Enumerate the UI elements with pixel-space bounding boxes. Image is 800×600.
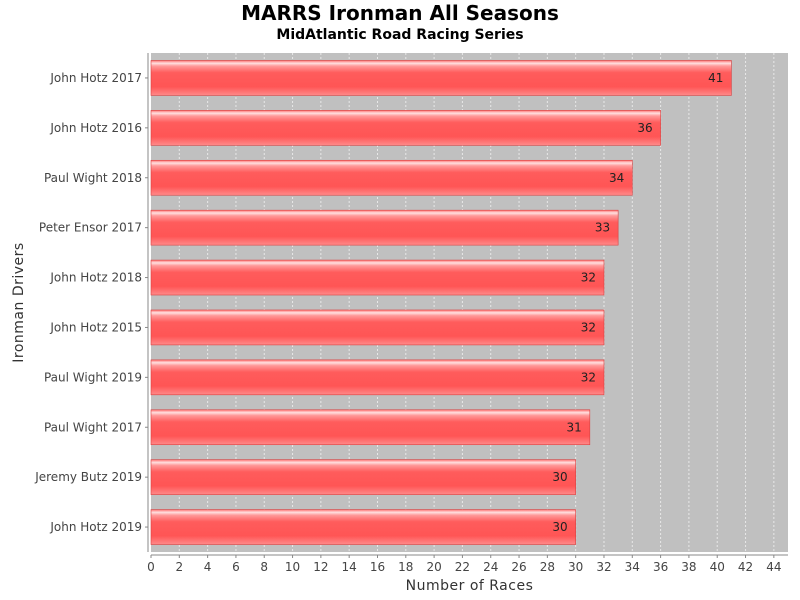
x-tick-label: 20 <box>426 560 441 574</box>
x-axis-title: Number of Races <box>406 578 534 594</box>
x-tick-label: 14 <box>342 560 357 574</box>
bar-value-label: 32 <box>581 271 596 285</box>
x-tick-label: 34 <box>625 560 640 574</box>
x-tick-label: 26 <box>511 560 526 574</box>
category-label: Paul Wight 2018 <box>44 171 142 185</box>
bar-value-label: 36 <box>637 121 652 135</box>
category-label: Paul Wight 2019 <box>44 370 142 384</box>
bar-value-label: 34 <box>609 171 624 185</box>
x-tick-label: 18 <box>398 560 413 574</box>
x-tick-label: 2 <box>175 560 183 574</box>
x-tick-label: 16 <box>370 560 385 574</box>
x-tick-label: 10 <box>285 560 300 574</box>
x-tick-label: 30 <box>568 560 583 574</box>
y-axis-title: Ironman Drivers <box>11 242 27 362</box>
x-tick-label: 28 <box>540 560 555 574</box>
x-tick-label: 6 <box>232 560 240 574</box>
bar-value-label: 31 <box>567 420 582 434</box>
bar-value-label: 33 <box>595 221 610 235</box>
bar-value-label: 41 <box>708 71 723 85</box>
category-label: John Hotz 2016 <box>49 121 142 135</box>
category-label: John Hotz 2017 <box>49 71 142 85</box>
bar <box>150 509 576 545</box>
x-tick-label: 44 <box>766 560 781 574</box>
category-label: John Hotz 2015 <box>49 320 142 334</box>
x-tick-label: 40 <box>710 560 725 574</box>
category-label: Paul Wight 2017 <box>44 420 142 434</box>
bar <box>150 359 605 396</box>
bar-value-label: 30 <box>552 470 567 484</box>
bar <box>150 159 633 196</box>
bar <box>150 309 605 346</box>
category-label: Jeremy Butz 2019 <box>34 470 142 484</box>
bar <box>150 110 661 146</box>
x-tick-label: 32 <box>596 560 611 574</box>
category-label: John Hotz 2018 <box>49 271 142 285</box>
x-tick-label: 8 <box>260 560 268 574</box>
bar <box>150 459 576 495</box>
bar-value-label: 30 <box>552 520 567 534</box>
bar <box>150 209 619 246</box>
bar-value-label: 32 <box>581 320 596 334</box>
x-tick-label: 22 <box>455 560 470 574</box>
bar <box>150 259 605 296</box>
category-label: Peter Ensor 2017 <box>39 221 142 235</box>
x-tick-label: 12 <box>313 560 328 574</box>
bar <box>150 409 591 446</box>
x-tick-label: 24 <box>483 560 498 574</box>
x-tick-label: 0 <box>147 560 155 574</box>
x-tick-label: 36 <box>653 560 668 574</box>
x-tick-label: 42 <box>738 560 753 574</box>
chart-subtitle: MidAtlantic Road Racing Series <box>276 27 524 43</box>
x-tick-label: 4 <box>204 560 212 574</box>
bar-value-label: 32 <box>581 370 596 384</box>
chart-title: MARRS Ironman All Seasons <box>241 1 559 25</box>
category-label: John Hotz 2019 <box>49 520 142 534</box>
x-tick-label: 38 <box>681 560 696 574</box>
bar <box>150 60 732 96</box>
